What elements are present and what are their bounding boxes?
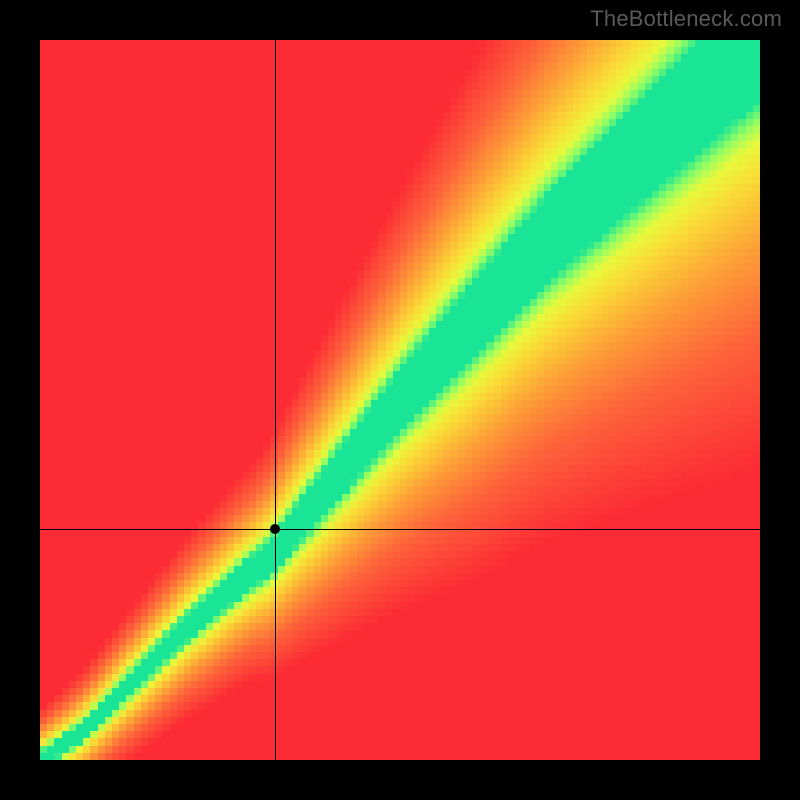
crosshair-horizontal [40,529,760,530]
crosshair-vertical [275,40,276,760]
marker-dot [270,524,280,534]
watermark-text: TheBottleneck.com [590,6,782,32]
heatmap-plot [40,40,760,760]
heatmap-canvas [40,40,760,760]
